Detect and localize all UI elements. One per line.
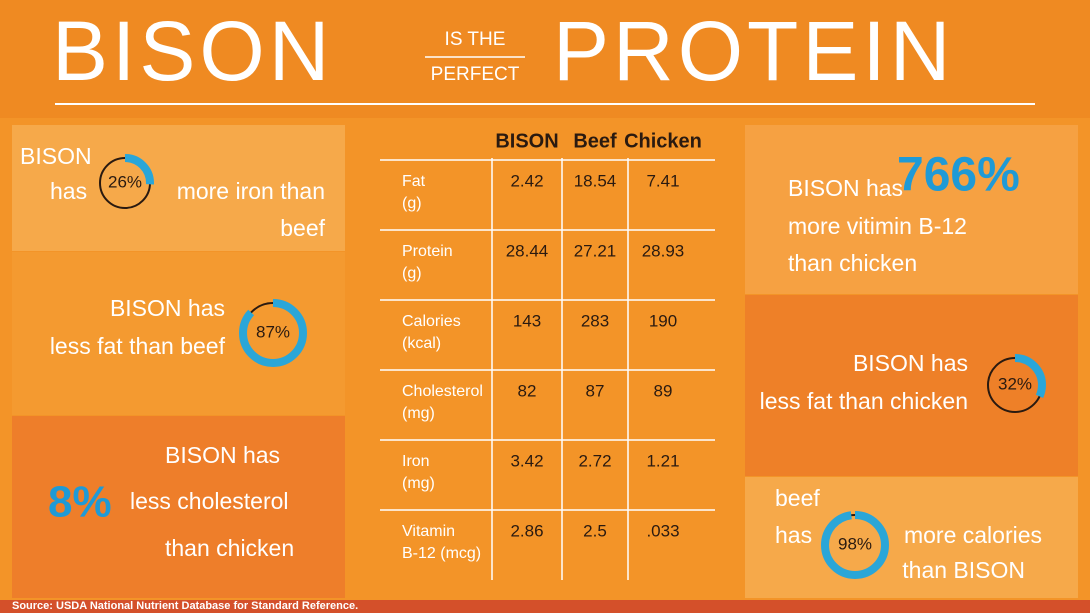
ring-label: 32% [998, 374, 1032, 393]
panel [745, 477, 1078, 598]
panel [12, 252, 345, 415]
table-value: 283 [581, 311, 609, 330]
title-right: PROTEIN [553, 4, 954, 98]
table-value: 82 [518, 381, 537, 400]
row-label: (mg) [402, 475, 435, 492]
callout-text: beef [280, 215, 325, 241]
panel [745, 295, 1078, 476]
callout-text: has [775, 522, 812, 548]
panel [745, 125, 1078, 294]
table-value: 27.21 [574, 241, 617, 260]
callout-text: BISON has [110, 295, 225, 321]
table-value: 1.21 [646, 451, 679, 470]
callout-text: less fat than chicken [760, 388, 968, 414]
table-value: 18.54 [574, 171, 617, 190]
callout-text: has [50, 178, 87, 204]
row-label: B-12 (mcg) [402, 545, 481, 562]
row-label: Calories [402, 313, 461, 330]
title-small-bottom: PERFECT [431, 64, 520, 85]
row-label: (mg) [402, 405, 435, 422]
callout-text: than chicken [788, 250, 917, 276]
header-band [0, 0, 1090, 118]
table-value: 143 [513, 311, 541, 330]
table-value: .033 [646, 521, 679, 540]
callout-text: more vitimin B-12 [788, 213, 967, 239]
table-value: 28.44 [506, 241, 549, 260]
panel [12, 416, 345, 598]
callout-highlight: 766% [897, 149, 1020, 202]
table-value: 7.41 [646, 171, 679, 190]
ring-arc [239, 299, 307, 367]
ring-label: 26% [108, 172, 142, 191]
table-header: BISON [495, 130, 558, 152]
callout-text: than chicken [165, 535, 294, 561]
ring-label: 87% [256, 322, 290, 341]
callout-text: more calories [904, 522, 1042, 548]
source-note: Source: USDA National Nutrient Database … [12, 600, 358, 612]
row-label: (kcal) [402, 335, 441, 352]
callout-text: less fat than beef [50, 333, 226, 359]
table-header: Chicken [624, 130, 702, 152]
ring-arc [821, 511, 889, 579]
callout-text: more iron than [177, 178, 325, 204]
callout-highlight: 8% [48, 478, 112, 527]
table-value: 28.93 [642, 241, 685, 260]
table-value: 2.42 [510, 171, 543, 190]
table-value: 190 [649, 311, 677, 330]
table-value: 87 [586, 381, 605, 400]
row-label: (g) [402, 195, 422, 212]
row-label: Fat [402, 173, 426, 190]
ring-arc [984, 354, 1046, 416]
callout-text: less cholesterol [130, 488, 289, 514]
callout-text: BISON has [165, 442, 280, 468]
callout-text: BISON has [788, 175, 903, 201]
callout-text: than BISON [902, 557, 1025, 583]
table-value: 2.72 [578, 451, 611, 470]
table-value: 2.5 [583, 521, 607, 540]
table-value: 89 [654, 381, 673, 400]
ring-label: 98% [838, 534, 872, 553]
callout-text: BISON has [853, 350, 968, 376]
title-left: BISON [52, 4, 333, 98]
callout-text: BISON [20, 143, 92, 169]
row-label: Protein [402, 243, 453, 260]
callout-text: beef [775, 485, 820, 511]
table-header: Beef [573, 130, 617, 152]
panel [12, 125, 345, 251]
row-label: Vitamin [402, 523, 455, 540]
row-label: (g) [402, 265, 422, 282]
title-small-top: IS THE [445, 29, 506, 50]
row-label: Cholesterol [402, 383, 483, 400]
ring-arc [96, 154, 154, 212]
table-value: 3.42 [510, 451, 543, 470]
row-label: Iron [402, 453, 430, 470]
table-value: 2.86 [510, 521, 543, 540]
